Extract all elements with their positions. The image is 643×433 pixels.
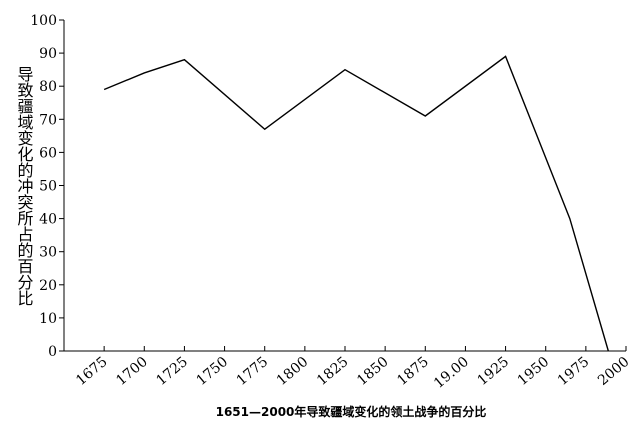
y-tick-label: 40	[39, 212, 57, 228]
x-tick-label: 1825	[314, 354, 352, 389]
x-tick-label: 1675	[73, 354, 111, 389]
y-tick-label: 90	[39, 46, 57, 62]
x-tick-label: 1750	[194, 354, 232, 389]
x-tick-label: 1700	[113, 354, 151, 389]
x-tick-label: 1850	[354, 354, 392, 389]
y-tick-label: 100	[30, 13, 57, 29]
x-tick-label: 2000	[595, 354, 633, 389]
y-tick-label: 10	[39, 311, 57, 327]
y-tick-label: 60	[39, 145, 57, 161]
x-tick-label: 1975	[555, 354, 593, 389]
x-tick-label: 1800	[274, 354, 312, 389]
y-tick-label: 80	[39, 79, 57, 95]
y-tick-label: 30	[39, 245, 57, 261]
x-tick-label: 1875	[394, 354, 432, 389]
x-tick-label: 1775	[234, 354, 272, 389]
y-tick-label: 0	[48, 344, 57, 360]
y-tick-label: 20	[39, 278, 57, 294]
x-tick-label: 1725	[153, 354, 191, 389]
x-tick-label: 1950	[515, 354, 553, 389]
y-axis-label: 导致疆域变化的冲突所占的百分比	[15, 66, 34, 306]
line	[103, 55, 610, 352]
x-tick-label: 1925	[475, 354, 513, 389]
y-tick-label: 50	[39, 179, 57, 195]
y-tick-label: 70	[39, 112, 57, 128]
chart-title: 1651—2000年导致疆域变化的领土战争的百分比	[216, 404, 487, 419]
x-tick-label: 19.00	[431, 354, 472, 392]
